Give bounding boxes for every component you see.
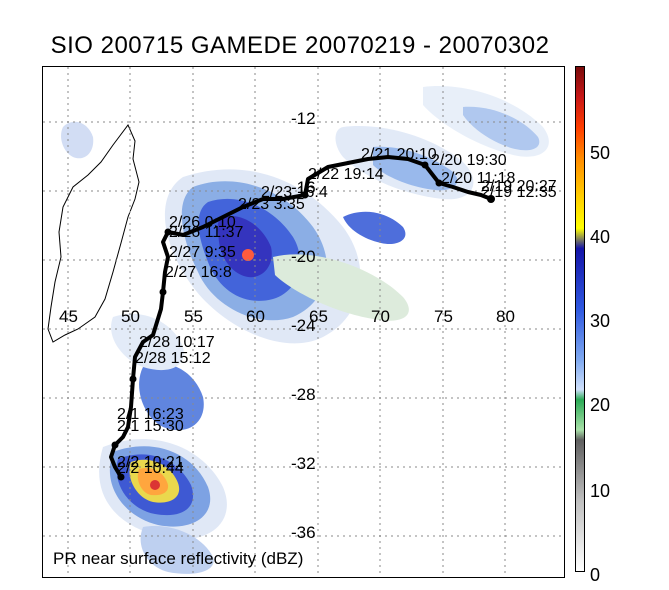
map-canvas: 45 50 55 60 65 70 75 80 -12 -16 -20 -24 …: [43, 67, 564, 577]
reflectivity-core: [150, 480, 160, 490]
track-time-label: 2/19 12:35: [481, 184, 557, 201]
track-time-label: 2/23 3:35: [238, 196, 305, 213]
colorbar: [575, 66, 585, 572]
lat-label: -36: [291, 523, 316, 542]
lon-label: 60: [246, 307, 265, 326]
track-time-label: 2/22 19:14: [308, 166, 384, 183]
colorbar-gradient: [576, 67, 584, 571]
reflectivity-core: [242, 249, 254, 261]
colorbar-label: 10: [590, 481, 611, 501]
lat-label: -24: [291, 316, 316, 335]
storm-track: [109, 155, 493, 479]
track-time-label: 2/21 20:10: [361, 146, 437, 163]
lon-label: 80: [496, 307, 515, 326]
track-time-label: 2/23 16:4: [261, 184, 328, 201]
track-time-label: 2/1 15:30: [117, 418, 184, 435]
track-time-label: 2/27 9:35: [169, 244, 236, 261]
colorbar-label: 50: [590, 143, 611, 163]
track-time-label: 2/2 10:21: [117, 454, 184, 471]
lat-label: -16: [291, 178, 316, 197]
colorbar-label: 0: [590, 565, 601, 585]
colorbar-label: 40: [590, 227, 611, 247]
lon-label: 70: [371, 307, 390, 326]
grid-lines: [43, 67, 564, 577]
track-time-label: 2/20 19:30: [431, 152, 507, 169]
colorbar-label: 30: [590, 311, 611, 331]
lat-label: -12: [291, 109, 316, 128]
lon-label: 65: [309, 307, 328, 326]
map-panel: 45 50 55 60 65 70 75 80 -12 -16 -20 -24 …: [42, 66, 565, 578]
track-time-label: 2/19 20:27: [481, 178, 557, 195]
track-time-label: 2/2 10:44: [117, 460, 184, 477]
lat-label: -28: [291, 385, 316, 404]
track-time-label: 2/1 16:23: [117, 406, 184, 423]
lon-label: 45: [59, 307, 78, 326]
lon-label: 50: [121, 307, 140, 326]
track-time-label: 2/27 16:8: [165, 264, 232, 281]
track-markers: [111, 161, 495, 481]
map-caption: PR near surface reflectivity (dBZ): [53, 549, 304, 568]
track-time-label: 2/28 10:17: [139, 334, 215, 351]
lon-label: 75: [434, 307, 453, 326]
track-time-label: 2/26 11:37: [169, 224, 244, 241]
track-time-label: 2/20 11:18: [441, 170, 516, 187]
track-time-label: 2/28 15:12: [135, 350, 211, 367]
lat-label: -32: [291, 454, 316, 473]
lat-label: -20: [291, 247, 316, 266]
colorbar-label: 20: [590, 395, 611, 415]
track-time-label: 2/26 0:10: [169, 214, 236, 231]
chart-title: SIO 200715 GAMEDE 20070219 - 20070302: [50, 32, 550, 59]
madagascar-coastline: [47, 124, 140, 343]
lon-label: 55: [184, 307, 203, 326]
